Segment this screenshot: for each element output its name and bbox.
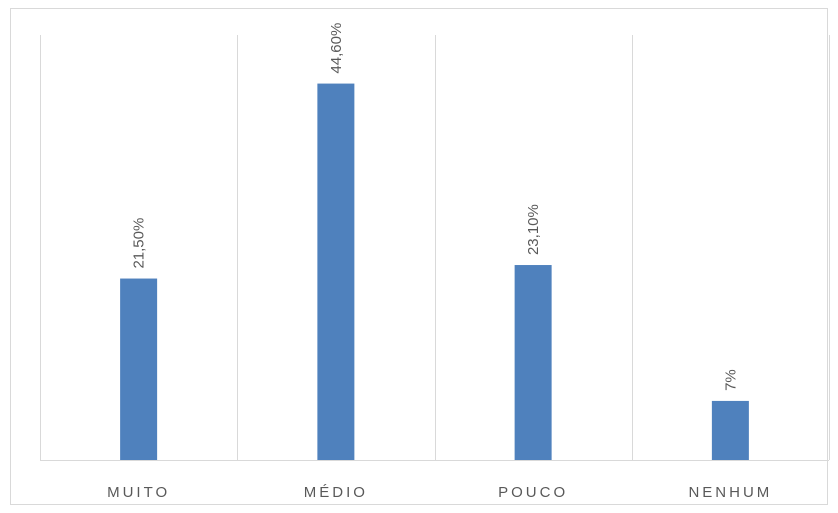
category-label: NENHUM [688,484,772,501]
bar-médio [317,83,355,461]
bar-pouco [514,265,552,460]
data-label: 21,50% [131,218,148,269]
category-label: MUITO [107,484,170,501]
data-label: 23,10% [525,204,542,255]
data-label: 44,60% [328,23,345,74]
bar-muito [120,278,158,460]
data-label: 7% [722,369,739,391]
category-label: MÉDIO [304,484,368,501]
bar-nenhum [711,400,749,460]
category-label: POUCO [498,484,568,501]
